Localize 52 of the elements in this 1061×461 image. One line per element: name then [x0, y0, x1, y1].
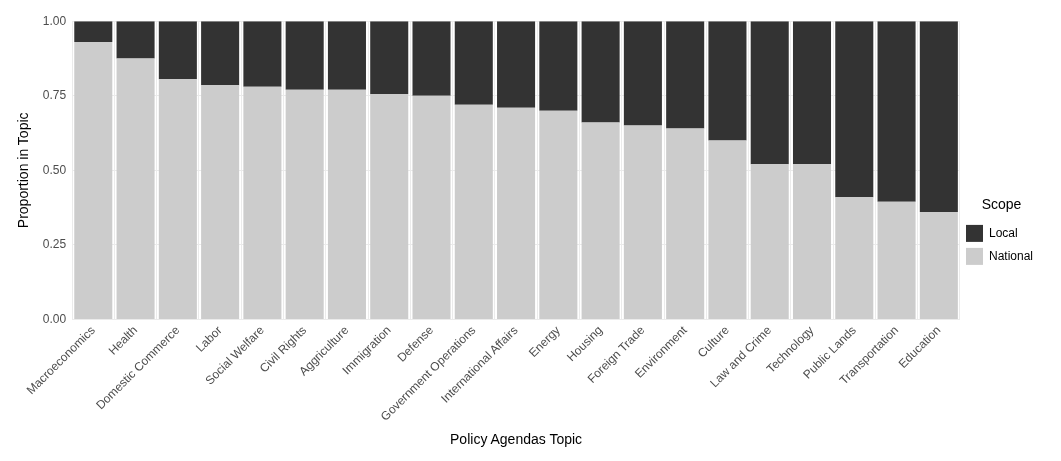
bar [623, 21, 662, 126]
bar [835, 197, 874, 319]
bar [116, 58, 155, 319]
bar [666, 21, 705, 129]
y-axis-title: Proportion in Topic [15, 112, 32, 229]
bar [412, 21, 451, 96]
bar [666, 128, 705, 319]
bar [497, 21, 536, 108]
legend-label: Local [988, 225, 1018, 240]
bar [750, 164, 789, 319]
y-tick-label: 0.50 [42, 162, 67, 177]
bar [539, 21, 578, 111]
legend-title: Scope [981, 195, 1022, 212]
bar [74, 42, 113, 319]
bar [539, 110, 578, 319]
bar [327, 21, 366, 90]
bar [201, 21, 240, 86]
bar [497, 107, 536, 319]
bar [792, 21, 832, 165]
bar [919, 21, 958, 213]
bar [285, 89, 324, 319]
bar [243, 21, 282, 87]
legend-label: National [988, 248, 1033, 263]
bar [285, 21, 324, 90]
bar [158, 21, 197, 80]
bar [412, 95, 451, 319]
y-tick-label: 0.25 [42, 237, 67, 252]
bar [792, 164, 832, 319]
bar [370, 94, 409, 319]
bar [623, 125, 662, 319]
bar [877, 21, 916, 202]
bar [327, 89, 366, 319]
bar [370, 21, 409, 95]
bar [454, 104, 493, 319]
y-tick-label: 1.00 [42, 13, 67, 28]
y-tick-label: 0.00 [42, 311, 67, 326]
bar [750, 21, 789, 165]
bar [201, 85, 240, 319]
bar [454, 21, 493, 105]
bar [708, 140, 747, 319]
bar [116, 21, 155, 59]
bar [877, 201, 916, 319]
bar [581, 122, 620, 319]
bar [919, 212, 958, 319]
bar [581, 21, 620, 123]
bar [74, 21, 113, 43]
bar [835, 21, 874, 198]
bar [708, 21, 747, 141]
bar [158, 79, 197, 319]
x-axis-title: Policy Agendas Topic [450, 431, 583, 448]
bar [243, 86, 282, 319]
y-tick-label: 0.75 [42, 88, 67, 103]
